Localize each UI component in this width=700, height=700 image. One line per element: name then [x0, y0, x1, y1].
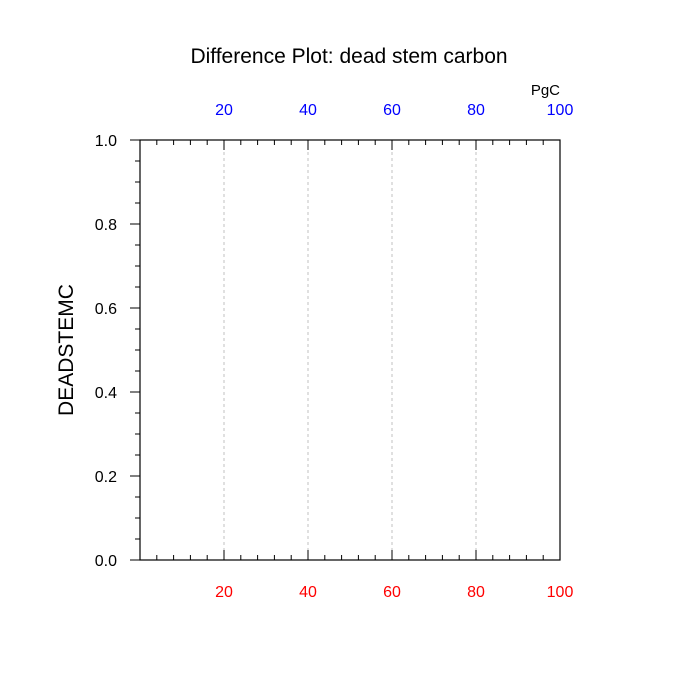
grid: [223, 140, 477, 560]
y-tick-label: 0.4: [95, 385, 117, 402]
tick-marks: [130, 139, 561, 561]
y-tick-label: 0.0: [95, 553, 117, 570]
x-tick-label-bottom: 80: [467, 584, 485, 601]
y-tick-label: 1.0: [95, 133, 117, 150]
y-axis-label: DEADSTEMC: [55, 284, 78, 416]
x-tick-label-bottom: 40: [299, 584, 317, 601]
x-tick-label-bottom: 100: [547, 584, 574, 601]
x-tick-label-top: 40: [299, 102, 317, 119]
chart-title: Difference Plot: dead stem carbon: [190, 45, 507, 68]
x-tick-label-top: 60: [383, 102, 401, 119]
y-tick-label: 0.2: [95, 469, 117, 486]
tick-labels: 20 20 40 40 60 60 80 80 100 100 0.0 0.2 0.4 0.6 0.8 1.0: [95, 102, 574, 601]
top-axis-unit-label: PgC: [531, 82, 560, 99]
x-tick-label-top: 80: [467, 102, 485, 119]
x-tick-label-top: 100: [547, 102, 574, 119]
x-tick-label-bottom: 20: [215, 584, 233, 601]
y-tick-label: 0.8: [95, 217, 117, 234]
plot-frame: [139, 139, 561, 561]
x-tick-label-top: 20: [215, 102, 233, 119]
y-tick-label: 0.6: [95, 301, 117, 318]
x-tick-label-bottom: 60: [383, 584, 401, 601]
